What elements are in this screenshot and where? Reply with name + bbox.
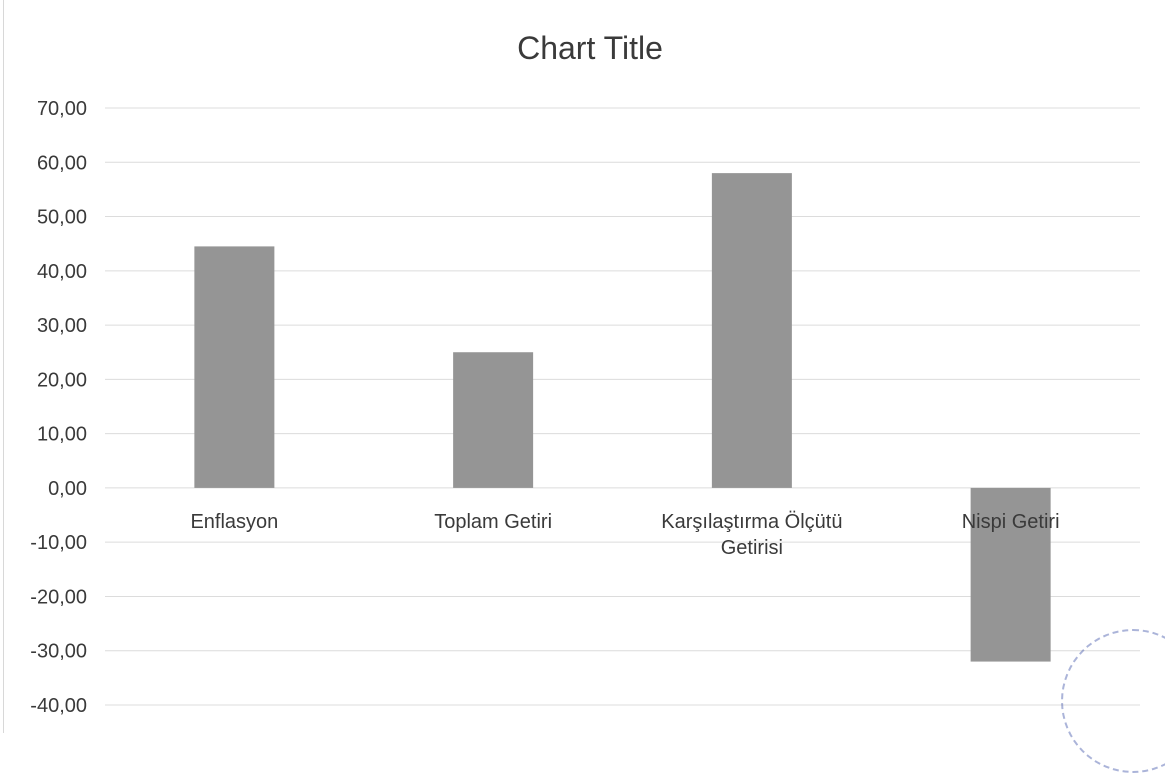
- x-category-label-line: Enflasyon: [190, 511, 278, 533]
- x-category-label-line: Toplam Getiri: [434, 511, 552, 533]
- y-tick-label: 60,00: [37, 152, 87, 174]
- x-category-label: Karşılaştırma Ölçütü Getirisi: [661, 511, 842, 559]
- y-tick-label: -20,00: [30, 586, 87, 608]
- x-category-label: Toplam Getiri: [434, 511, 552, 533]
- x-category-label: Nispi Getiri: [962, 511, 1060, 533]
- x-category-label-line: Karşılaştırma Ölçütü: [661, 511, 842, 533]
- x-category-label: Enflasyon: [190, 511, 278, 533]
- bar: [453, 352, 534, 488]
- chart-area: Chart Title 70,00 60,00 50,00 40,00 30,00 20,…: [3, 0, 1165, 773]
- y-tick-label: -30,00: [30, 641, 87, 663]
- y-tick-label: 20,00: [37, 369, 87, 391]
- bar: [711, 173, 792, 488]
- y-tick-label: 10,00: [37, 424, 87, 446]
- page-edge-line: [3, 0, 4, 733]
- chart-title: Chart Title: [517, 30, 663, 66]
- x-category-label-line: Getirisi: [721, 537, 783, 559]
- x-category-label-line: Nispi Getiri: [962, 511, 1060, 533]
- bar: [194, 246, 275, 488]
- y-tick-label: 50,00: [37, 207, 87, 229]
- y-tick-label: -40,00: [30, 695, 87, 717]
- bar-chart-plot: 70,00 60,00 50,00 40,00 30,00 20,00 10,00 0,00 -…: [30, 98, 1140, 717]
- y-tick-label: 40,00: [37, 261, 87, 283]
- y-tick-label: 0,00: [48, 478, 87, 500]
- bar: [970, 487, 1051, 662]
- y-tick-label: 30,00: [37, 315, 87, 337]
- y-tick-label: -10,00: [30, 532, 87, 554]
- y-tick-label: 70,00: [37, 98, 87, 120]
